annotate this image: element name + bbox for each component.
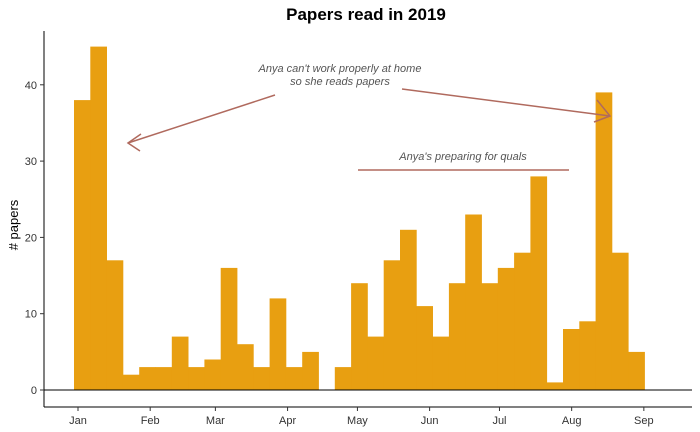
annotation-home-line-2: so she reads papers (290, 76, 390, 88)
y-tick-label: 0 (31, 385, 37, 397)
bar-5 (155, 367, 173, 390)
bar-15 (334, 367, 352, 390)
bar-13 (285, 367, 303, 390)
bar-26 (514, 252, 531, 390)
bar-0 (74, 100, 91, 390)
bar-21 (432, 336, 450, 390)
x-tick-label: Apr (279, 415, 296, 427)
bar-1 (90, 46, 107, 390)
bar-22 (448, 283, 466, 390)
y-tick-label: 10 (25, 309, 37, 321)
y-tick-label: 40 (25, 80, 37, 92)
annotation-home-line-1: Anya can't work properly at home (258, 63, 422, 75)
bar-11 (253, 367, 270, 390)
bar-8 (204, 359, 222, 390)
bar-30 (579, 321, 596, 390)
bar-16 (351, 283, 368, 390)
bar-4 (139, 367, 156, 390)
bar-33 (628, 351, 645, 390)
y-axis-label: # papers (6, 199, 21, 250)
annotation-home: Anya can't work properly at home so she … (126, 63, 612, 152)
x-axis-ticks: JanFebMarAprMayJunJulAugSepOctNovDecJan (69, 407, 654, 427)
bar-2 (106, 260, 124, 390)
bar-23 (465, 214, 482, 390)
x-tick-label: Jan (69, 415, 87, 427)
bar-25 (497, 267, 515, 390)
x-tick-label: May (347, 415, 368, 427)
bar-31 (595, 92, 613, 391)
bar-18 (383, 260, 401, 390)
annotation-home-arrow-left (127, 94, 276, 144)
bar-12 (269, 298, 287, 390)
bar-24 (481, 283, 499, 390)
x-tick-label: Feb (141, 415, 160, 427)
x-tick-label: Aug (562, 415, 582, 427)
annotation-home-arrowhead-left (126, 133, 142, 152)
bar-3 (122, 374, 140, 390)
bar-14 (302, 351, 319, 390)
chart-title: Papers read in 2019 (286, 5, 446, 24)
bar-28 (546, 382, 564, 390)
annotation-quals-text: Anya's preparing for quals (398, 151, 527, 163)
bar-29 (563, 329, 580, 390)
bars-group (74, 46, 645, 391)
x-tick-label: Jul (492, 415, 506, 427)
y-axis-ticks: 0 10 20 30 40 (25, 80, 44, 397)
x-tick-label: Sep (634, 415, 654, 427)
annotation-quals: Anya's preparing for quals (358, 151, 569, 171)
annotation-home-arrow-right (401, 88, 611, 117)
bar-19 (400, 229, 417, 390)
x-tick-label: Mar (206, 415, 225, 427)
bar-10 (237, 344, 254, 390)
bar-7 (188, 367, 205, 390)
x-tick-label: Jun (421, 415, 439, 427)
bar-32 (611, 252, 629, 390)
y-tick-label: 20 (25, 232, 37, 244)
bar-9 (220, 267, 238, 390)
annotation-home-arrowhead-right (593, 99, 612, 123)
y-tick-label: 30 (25, 156, 37, 168)
bar-6 (171, 336, 189, 390)
bar-17 (367, 336, 385, 390)
bar-27 (530, 176, 548, 390)
bar-20 (416, 306, 433, 390)
